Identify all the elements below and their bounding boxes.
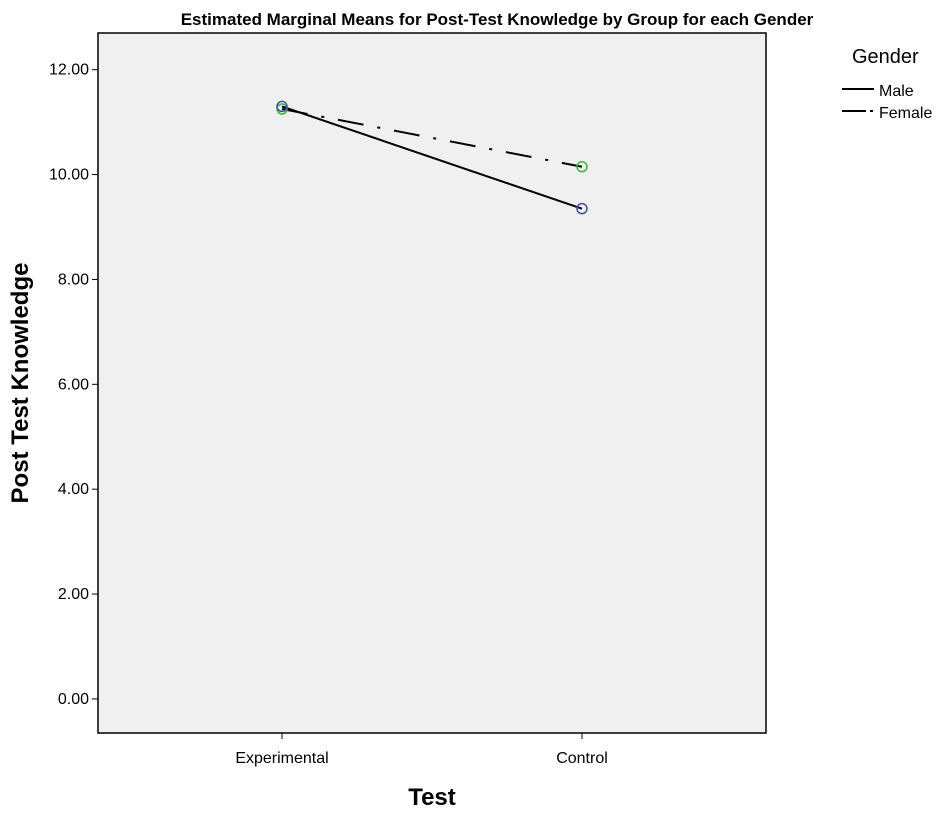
data-point-female-control: [576, 160, 588, 173]
legend-title: Gender: [852, 46, 919, 68]
x-axis: Experimental Control: [235, 733, 608, 767]
series-markers: [276, 100, 588, 215]
data-point-male-control: [576, 202, 588, 215]
y-tick-label: 2.00: [58, 586, 89, 603]
series-lines: [281, 105, 583, 210]
series-line-male: [281, 105, 583, 210]
legend-label-female: Female: [879, 105, 932, 122]
y-tick-label: 12.00: [49, 62, 89, 79]
legend-label-male: Male: [879, 83, 914, 100]
y-tick-label: 0.00: [58, 691, 89, 708]
chart-title: Estimated Marginal Means for Post-Test K…: [181, 10, 814, 29]
y-tick-label: 10.00: [49, 167, 89, 184]
data-point-male-experimental: [276, 100, 288, 113]
y-axis: 0.00 2.00 4.00 6.00 8.00 10.00 12.00: [49, 62, 98, 708]
x-tick-label: Experimental: [235, 750, 328, 767]
y-tick-label: 6.00: [58, 376, 89, 393]
legend-items: Male Female: [842, 83, 932, 122]
y-axis-title: Post Test Knowledge: [7, 263, 34, 504]
plot-area: [97, 32, 767, 734]
y-tick-label: 8.00: [58, 271, 89, 288]
y-tick-label: 4.00: [58, 481, 89, 498]
x-axis-title: Test: [408, 784, 456, 811]
legend: Gender Male Female: [842, 46, 932, 122]
x-tick-label: Control: [556, 750, 608, 767]
